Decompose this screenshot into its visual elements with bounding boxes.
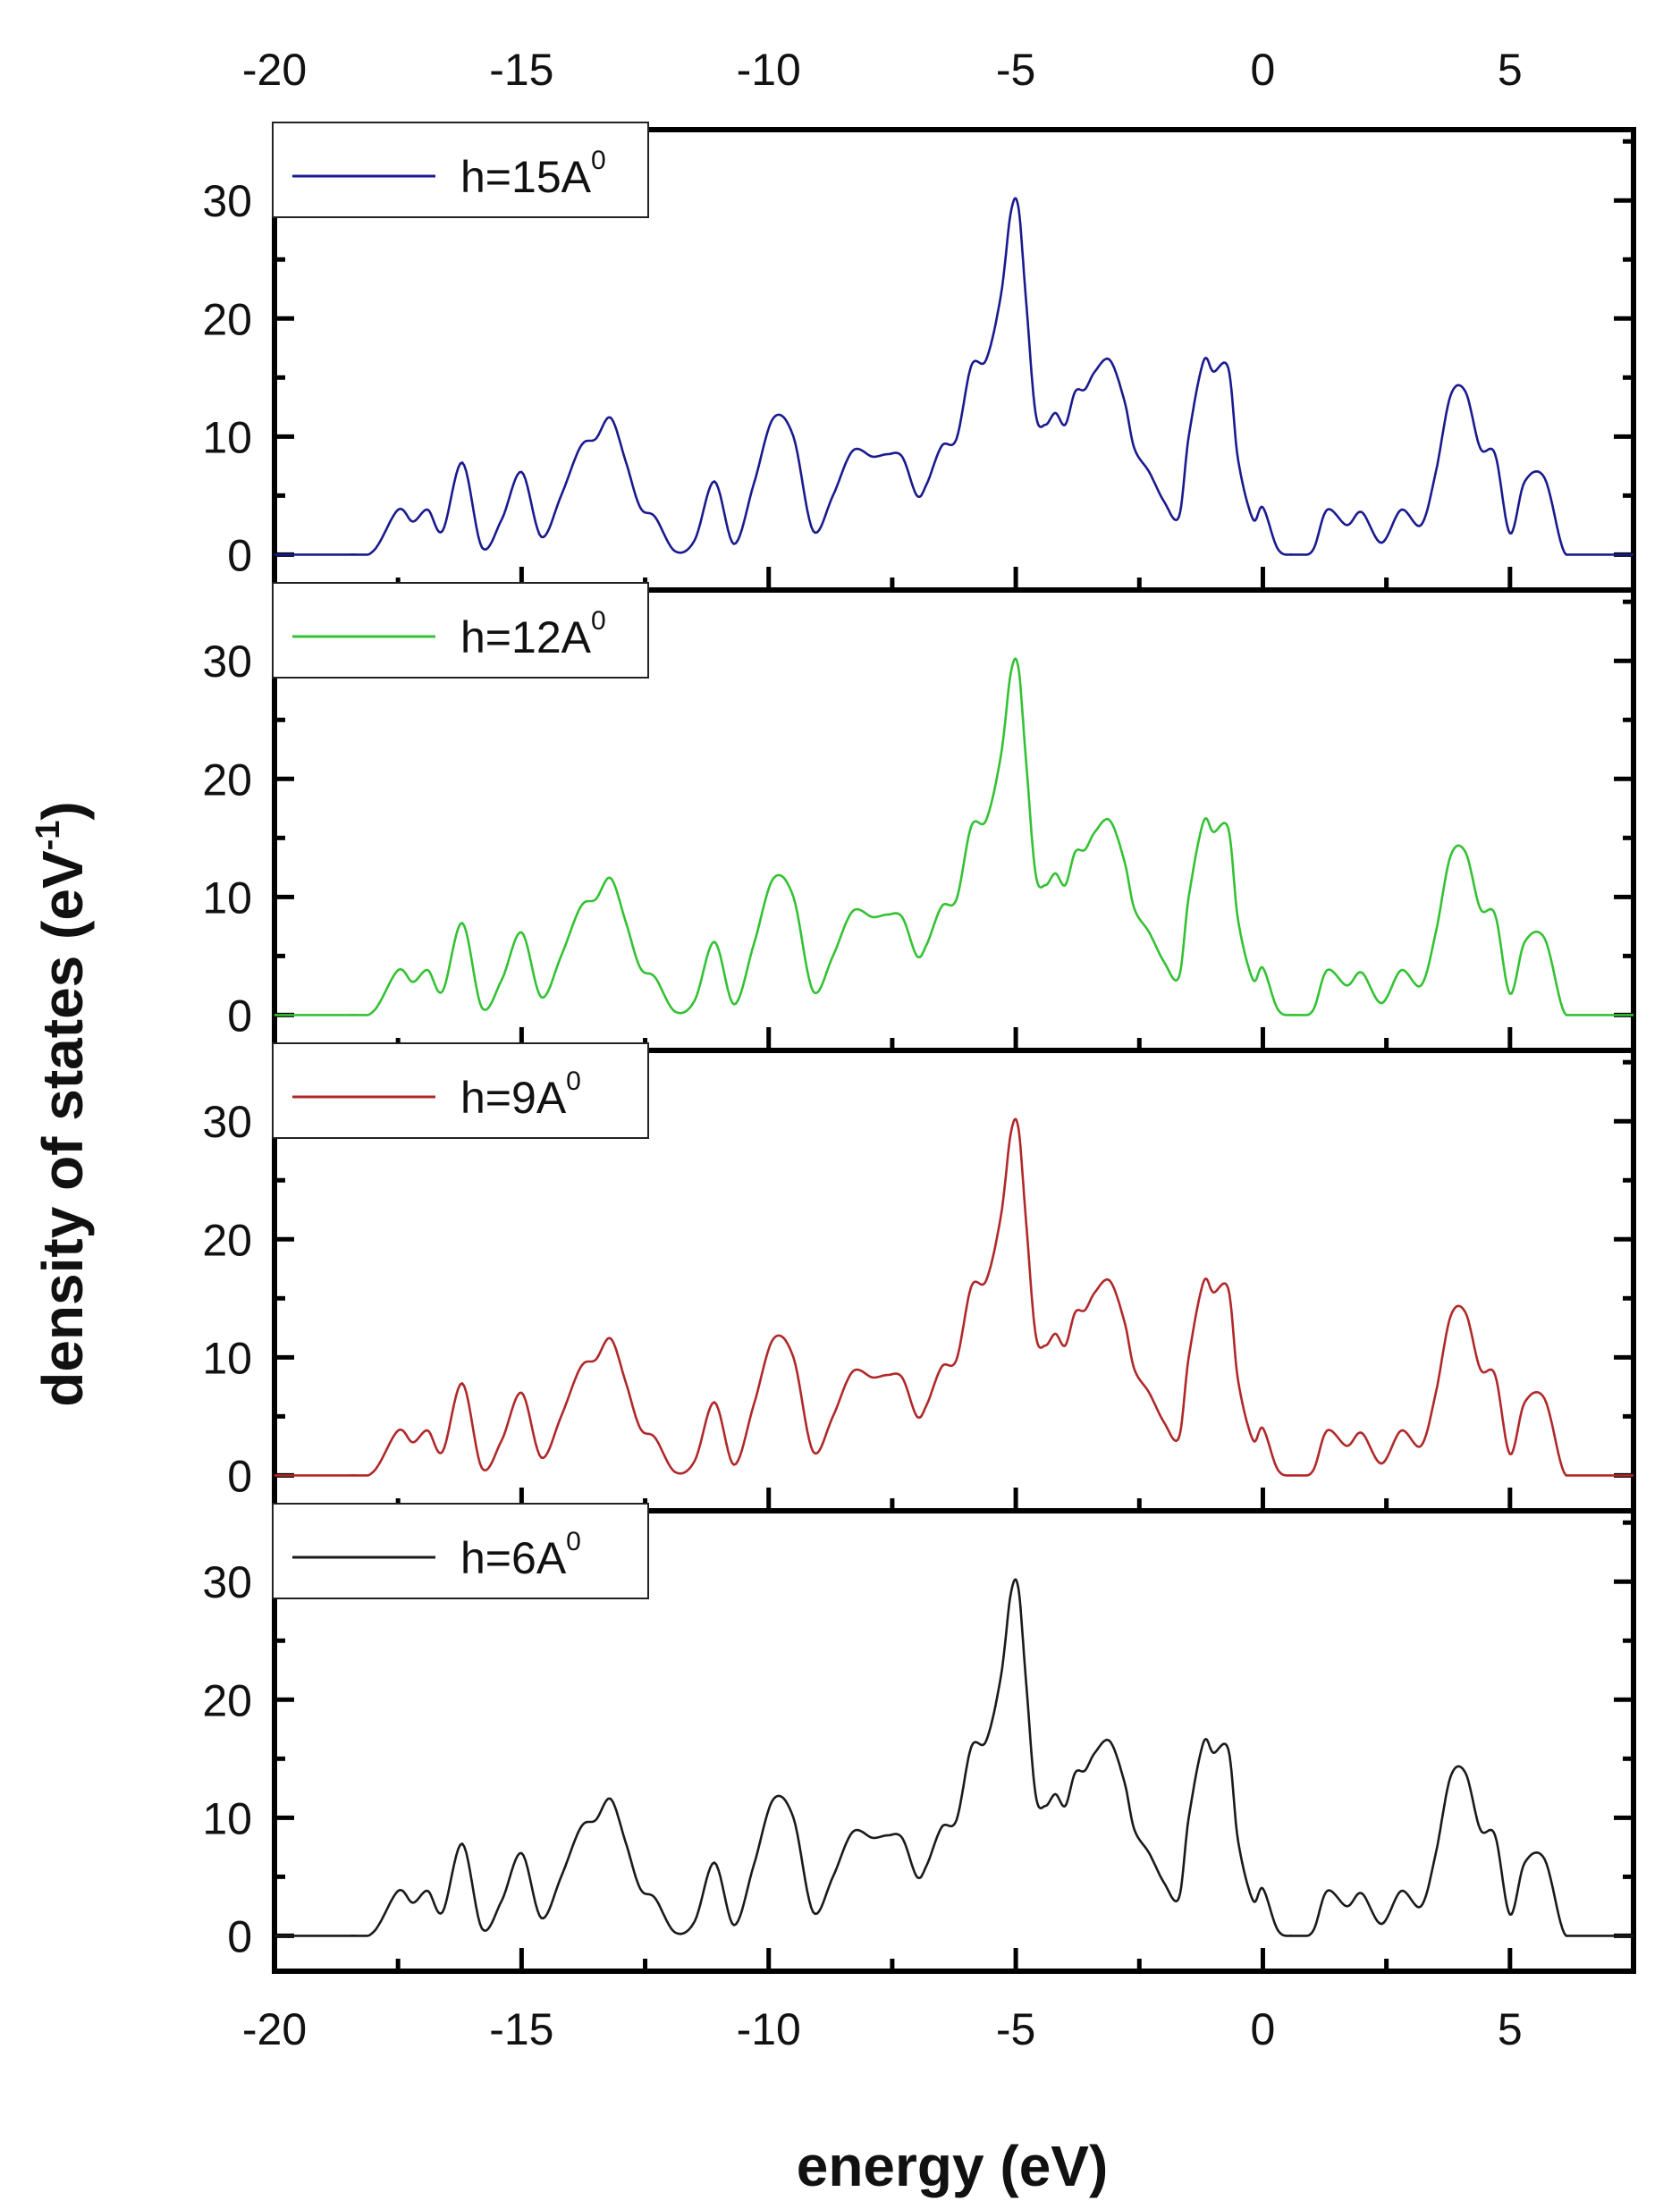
top-x-tick-label: -20 xyxy=(242,45,307,95)
y-tick-label: 0 xyxy=(227,1911,252,1961)
top-x-tick-label: -10 xyxy=(737,45,801,95)
y-tick-label: 30 xyxy=(202,1097,252,1147)
y-tick-label: 0 xyxy=(227,991,252,1041)
legend-label-main: h=12A xyxy=(460,612,592,662)
legend-box xyxy=(272,1503,649,1599)
top-x-tick-label: 5 xyxy=(1498,45,1523,95)
bottom-x-tick-label: -5 xyxy=(996,2004,1035,2054)
y-tick-label: 10 xyxy=(202,1333,252,1383)
y-tick-label: 10 xyxy=(202,412,252,462)
y-tick-label: 20 xyxy=(202,1675,252,1725)
legend-label: h=9A0 xyxy=(460,1067,581,1123)
y-tick-label: 20 xyxy=(202,1215,252,1265)
y-axis-title: density of states (eV-1) xyxy=(30,801,95,1407)
legend: h=9A0 xyxy=(272,1042,649,1139)
bottom-x-tick-label: 5 xyxy=(1498,2004,1523,2054)
legend-label-superscript: 0 xyxy=(591,146,606,175)
legend: h=6A0 xyxy=(272,1503,649,1599)
x-axis-title: energy (eV) xyxy=(797,2134,1109,2198)
y-tick-label: 10 xyxy=(202,1793,252,1843)
bottom-x-tick-label: -20 xyxy=(242,2004,307,2054)
y-axis-title-superscript: -1 xyxy=(30,821,67,851)
y-tick-label: 30 xyxy=(202,1557,252,1607)
legend-label-main: h=9A xyxy=(460,1073,567,1123)
legend-box xyxy=(272,582,649,679)
legend-box xyxy=(272,122,649,218)
legend-label-main: h=15A xyxy=(460,152,592,202)
y-tick-label: 10 xyxy=(202,873,252,923)
legend-label-superscript: 0 xyxy=(566,1067,581,1096)
legend-label-superscript: 0 xyxy=(591,606,606,636)
y-axis-title-main: density of states (eV xyxy=(30,850,95,1407)
series-line-h=9A xyxy=(274,1117,1634,1477)
legend: h=15A0 xyxy=(272,122,649,218)
top-x-axis: -20 -15 -10 -5 0 5 xyxy=(242,45,1523,95)
y-tick-label: 0 xyxy=(227,1451,252,1501)
legend-box xyxy=(272,1042,649,1139)
series-line-h=15A xyxy=(274,197,1634,556)
legend: h=12A0 xyxy=(272,582,649,679)
legend-label: h=12A0 xyxy=(460,606,606,662)
y-tick-label: 30 xyxy=(202,637,252,687)
top-x-tick-label: -15 xyxy=(489,45,553,95)
bottom-x-tick-label: -15 xyxy=(489,2004,553,2054)
y-tick-label: 0 xyxy=(227,530,252,580)
bottom-x-tick-label: -10 xyxy=(737,2004,801,2054)
y-tick-label: 20 xyxy=(202,294,252,344)
legend-label-superscript: 0 xyxy=(566,1527,581,1556)
series-line-h=6A xyxy=(274,1578,1634,1937)
legend-label: h=15A0 xyxy=(460,146,606,202)
bottom-x-axis: -20 -15 -10 -5 0 5 xyxy=(242,2004,1523,2054)
y-tick-label: 30 xyxy=(202,176,252,226)
bottom-x-tick-label: 0 xyxy=(1251,2004,1276,2054)
panel-frame xyxy=(272,1508,1636,1974)
top-x-tick-label: 0 xyxy=(1251,45,1276,95)
legend-label-main: h=6A xyxy=(460,1533,567,1583)
y-tick-label: 20 xyxy=(202,755,252,805)
top-x-tick-label: -5 xyxy=(996,45,1035,95)
legend-label: h=6A0 xyxy=(460,1527,581,1583)
series-line-h=12A xyxy=(274,657,1634,1016)
y-axis-title-close: ) xyxy=(30,801,95,820)
